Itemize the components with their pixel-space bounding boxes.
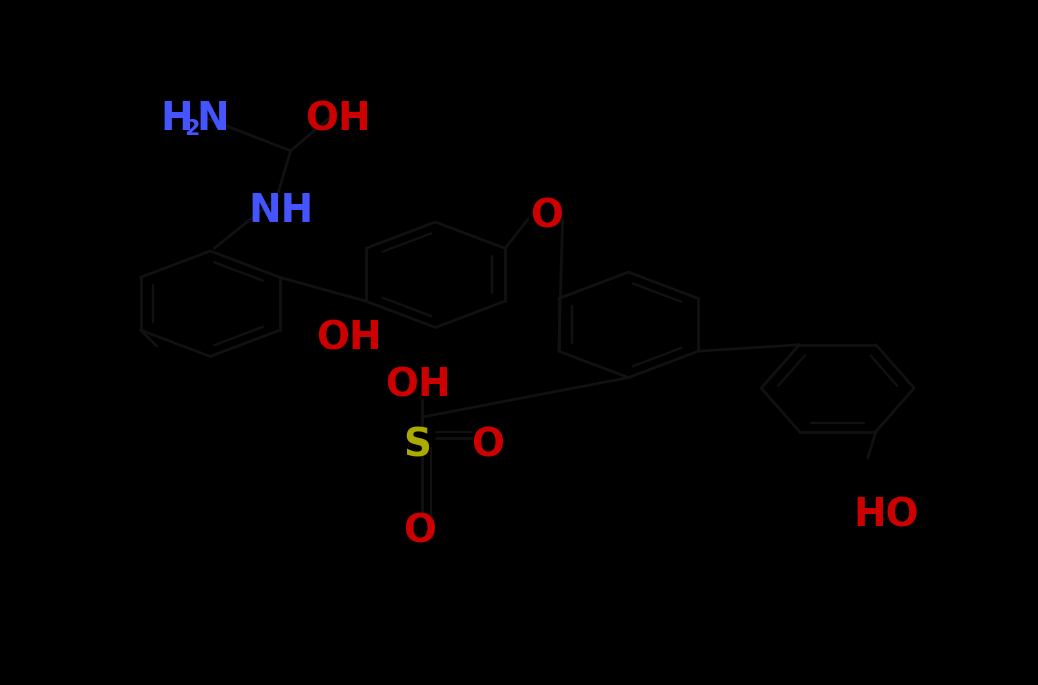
Text: S: S	[403, 426, 431, 464]
Text: 2: 2	[185, 119, 200, 138]
Text: OH: OH	[305, 100, 371, 138]
Text: NH: NH	[249, 192, 315, 230]
Text: OH: OH	[317, 319, 382, 357]
Text: H: H	[160, 100, 193, 138]
Text: OH: OH	[385, 366, 452, 404]
Text: O: O	[530, 198, 564, 236]
Text: O: O	[471, 426, 503, 464]
Text: HO: HO	[854, 497, 920, 535]
Text: O: O	[403, 512, 436, 551]
Text: N: N	[196, 100, 229, 138]
